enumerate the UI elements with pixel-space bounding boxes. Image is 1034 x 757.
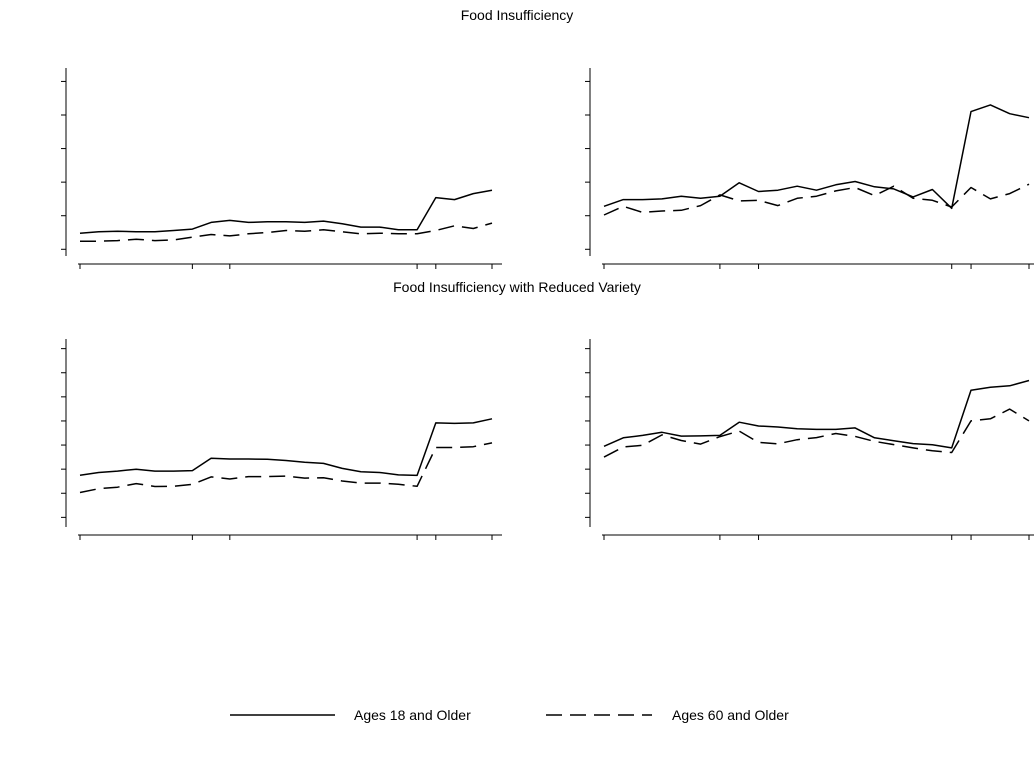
- legend-label-ages-18: Ages 18 and Older: [354, 707, 471, 723]
- series-line-ages-60-and-older: [80, 222, 493, 242]
- panel-white-reduced-variety: [61, 339, 502, 540]
- series-line-ages-60-and-older: [603, 408, 1030, 458]
- panel-white-food-insufficiency: [61, 68, 502, 269]
- series-line-ages-60-and-older: [603, 183, 1030, 216]
- legend: Ages 18 and Older Ages 60 and Older: [230, 707, 789, 723]
- legend-label-ages-60: Ages 60 and Older: [672, 707, 789, 723]
- panel-black-food-insufficiency: [585, 68, 1034, 269]
- section-title-food-insufficiency-reduced-variety: Food Insufficiency with Reduced Variety: [393, 279, 641, 295]
- series-line-ages-18-and-older: [603, 104, 1030, 210]
- series-line-ages-18-and-older: [79, 418, 493, 477]
- panel-black-reduced-variety: [585, 339, 1034, 540]
- section-title-food-insufficiency: Food Insufficiency: [461, 7, 574, 23]
- series-line-ages-18-and-older: [603, 379, 1030, 449]
- series-line-ages-60-and-older: [79, 442, 493, 494]
- series-line-ages-18-and-older: [79, 189, 493, 234]
